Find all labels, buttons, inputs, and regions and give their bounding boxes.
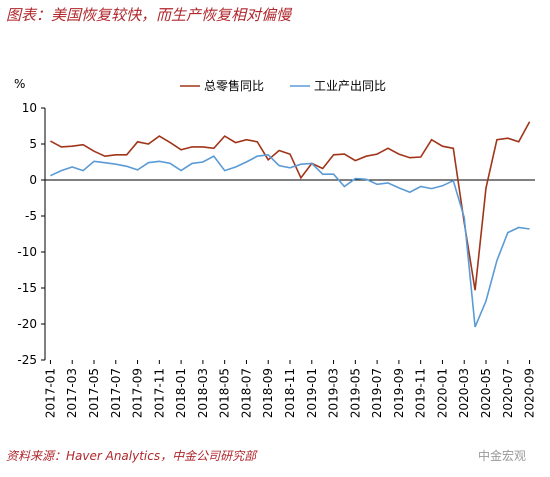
legend-label: 总零售同比 — [204, 78, 264, 93]
x-tick-label: 2018-05 — [218, 368, 232, 418]
x-tick-label: 2019-11 — [414, 368, 428, 418]
y-tick-label: 10 — [22, 101, 37, 115]
x-tick-label: 2020-07 — [501, 368, 515, 418]
line-series — [50, 153, 530, 328]
x-tick-label: 2018-11 — [283, 368, 297, 418]
x-tick-label: 2019-03 — [327, 368, 341, 418]
x-tick-label: 2018-03 — [196, 368, 210, 418]
x-tick-label: 2020-03 — [457, 368, 471, 418]
x-tick-label: 2020-09 — [523, 368, 537, 418]
y-tick-label: -5 — [25, 209, 37, 223]
x-tick-label: 2017-03 — [65, 368, 79, 418]
x-tick-label: 2018-01 — [174, 368, 188, 418]
y-tick-label: 0 — [29, 173, 37, 187]
x-tick-label: 2017-01 — [43, 368, 57, 418]
watermark: 中金宏观 — [478, 448, 526, 463]
y-tick-label: -20 — [17, 317, 37, 331]
legend-label: 工业产出同比 — [314, 79, 386, 93]
y-tick-label: -10 — [17, 245, 37, 259]
x-tick-label: 2019-01 — [305, 368, 319, 418]
x-tick-label: 2017-11 — [152, 368, 166, 418]
x-tick-label: 2019-05 — [348, 368, 362, 418]
x-tick-label: 2018-07 — [239, 368, 253, 418]
source: 资料来源：Haver Analytics，中金公司研究部 — [6, 449, 258, 463]
x-tick-label: 2017-07 — [109, 368, 123, 418]
line-series — [50, 121, 531, 291]
y-tick-label: 5 — [29, 137, 37, 151]
x-tick-label: 2017-05 — [87, 368, 101, 418]
y-tick-label: -25 — [17, 353, 37, 367]
x-tick-label: 2019-09 — [392, 368, 406, 418]
x-tick-label: 2020-01 — [435, 368, 449, 418]
x-tick-label: 2017-09 — [131, 368, 145, 418]
chart-title: 图表：美国恢复较快，而生产恢复相对偏慢 — [6, 6, 293, 24]
x-tick-label: 2019-07 — [370, 368, 384, 418]
y-tick-label: -15 — [17, 281, 37, 295]
x-tick-label: 2020-05 — [479, 368, 493, 418]
x-tick-label: 2018-09 — [261, 368, 275, 418]
y-axis-label: % — [14, 77, 25, 91]
